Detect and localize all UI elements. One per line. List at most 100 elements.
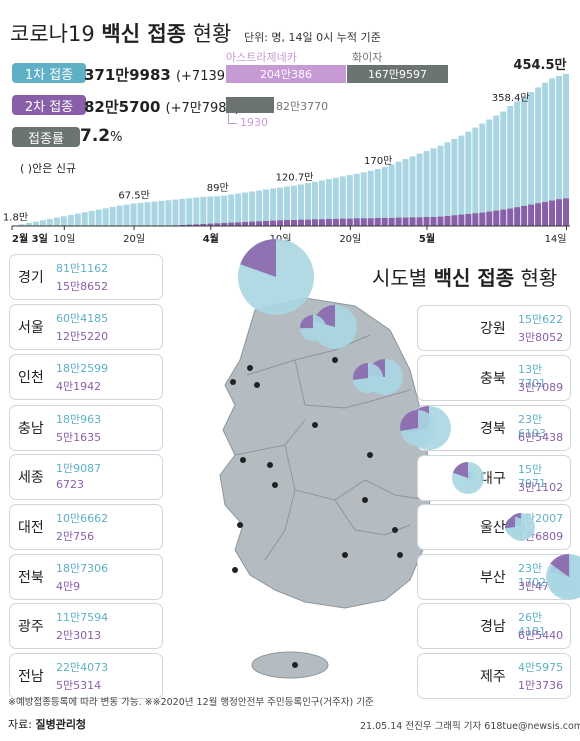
region-card: 제주 4만5975 1만3736 — [418, 654, 570, 698]
bar-dose1 — [221, 195, 228, 226]
region-dose1: 23만6193 — [518, 413, 546, 440]
region-name: 대전 — [18, 520, 44, 536]
region-dose1: 6만2007 — [518, 512, 564, 525]
bar-dose1 — [144, 202, 151, 226]
bar-dose2 — [332, 218, 339, 226]
bar-dose1 — [318, 180, 325, 226]
region-name: 강원 — [480, 321, 506, 337]
region-dose2: 15만8652 — [56, 280, 109, 293]
region-card: 대전 10만6662 2만756 — [10, 505, 162, 549]
bar-dose2 — [479, 212, 486, 226]
x-tick-label: 20일 — [123, 233, 145, 245]
region-card: 경북 23만6193 6만5438 — [418, 406, 570, 450]
annotation-label: 170만 — [364, 155, 392, 167]
region-name: 광주 — [18, 619, 44, 635]
region-name: 경기 — [18, 270, 44, 286]
bar-dose1 — [186, 198, 193, 226]
region-dose1: 23만1702 — [518, 562, 546, 589]
bar-dose1 — [423, 151, 430, 226]
footer-credit: 21.05.14 전진우 그래픽 기자 618tue@newsis.com — [360, 721, 580, 732]
bar-dose1 — [25, 222, 32, 226]
title-suffix: 현황 — [192, 22, 232, 46]
region-dose2: 4만1942 — [56, 380, 102, 393]
map-title-bold: 백신 접종 — [433, 266, 515, 290]
bar-dose2 — [228, 222, 235, 226]
bar-dose1 — [214, 196, 221, 226]
bar-dose1 — [151, 201, 158, 226]
rate-value: 7.2 — [80, 126, 111, 146]
bar-dose1 — [67, 214, 74, 226]
bar-dose2 — [277, 220, 284, 226]
bar-dose2 — [374, 217, 381, 226]
dose2-az-label: 1930 — [240, 116, 268, 129]
annotation-label: 358.4만 — [492, 92, 530, 104]
bar-dose1 — [346, 175, 353, 226]
source-name: 질병관리청 — [35, 718, 87, 731]
region-name: 제주 — [480, 669, 506, 685]
region-dose1: 13만7701 — [518, 363, 546, 390]
region-dose2: 12만5220 — [56, 330, 109, 343]
bar-dose1 — [486, 119, 493, 226]
region-card: 광주 11만7594 2만3013 — [10, 604, 162, 648]
rate-stat: 7.2% — [80, 126, 122, 146]
bar-dose2 — [311, 219, 318, 226]
bar-dose1 — [367, 170, 374, 226]
bar-dose1 — [130, 203, 137, 226]
bar-dose2 — [235, 222, 242, 226]
jeju-shape — [251, 651, 329, 679]
bar-dose1 — [158, 200, 165, 226]
region-dose2: 3만7089 — [518, 381, 564, 394]
annotation-label: 67.5만 — [118, 189, 149, 201]
bar-dose2 — [256, 221, 263, 226]
bar-dose2 — [465, 213, 472, 226]
region-dose2: 2만756 — [56, 530, 95, 543]
bar-dose2 — [249, 221, 256, 226]
bar-dose1 — [430, 148, 437, 226]
region-dose2: 3만1102 — [518, 481, 564, 494]
bar-dose1 — [32, 221, 39, 226]
bar-dose1 — [137, 202, 144, 226]
x-tick-label: 10일 — [53, 233, 75, 245]
bar-dose2 — [284, 219, 290, 226]
region-card: 부산 23만1702 3만4770 — [418, 555, 570, 599]
bar-dose2 — [437, 216, 444, 226]
region-dose2: 2만3013 — [56, 629, 102, 642]
bar-dose1 — [228, 194, 235, 226]
region-dose1: 60만4185 — [56, 312, 109, 325]
x-tick-label: 5월 — [419, 233, 435, 245]
map-title-suffix: 현황 — [520, 266, 558, 290]
bar-dose1 — [332, 177, 339, 226]
region-name: 경남 — [480, 619, 506, 635]
rate-badge: 접종률 — [12, 127, 80, 147]
region-name: 전북 — [18, 570, 44, 586]
region-card: 전북 18만7306 4만9 — [10, 555, 162, 599]
bar-dose2 — [563, 198, 569, 226]
bar-dose1 — [563, 73, 569, 226]
bar-dose1 — [256, 190, 263, 226]
bar-dose2 — [409, 217, 416, 226]
region-dose1: 18만2599 — [56, 362, 109, 375]
dose1-badge: 1차 접종 — [12, 63, 86, 83]
region-name: 대구 — [480, 471, 506, 487]
bar-dose2 — [179, 224, 186, 226]
bar-dose2 — [200, 223, 207, 226]
x-tick-label: 20일 — [339, 233, 361, 245]
bar-dose2 — [535, 203, 542, 226]
bar-dose1 — [325, 179, 332, 226]
bar-dose1 — [549, 78, 556, 226]
bar-dose2 — [304, 219, 311, 226]
bar-dose1 — [528, 92, 535, 226]
bar-dose2 — [395, 217, 402, 226]
region-card: 경남 26만4181 6만5440 — [418, 604, 570, 648]
region-dose1: 81만1162 — [56, 262, 109, 275]
bar-dose1 — [95, 209, 102, 226]
region-dose1: 11만7594 — [56, 611, 109, 624]
map-title: 시도별 백신 접종 현황 — [372, 262, 557, 291]
bar-dose1 — [207, 196, 214, 226]
region-dose2: 3만4770 — [518, 580, 564, 593]
bar-dose1 — [451, 138, 458, 226]
x-tick-label: 2월 3일 — [12, 232, 48, 245]
bar-dose1 — [242, 192, 249, 226]
bar-dose2 — [367, 218, 374, 226]
dose1-new: (+7139) — [175, 69, 231, 84]
